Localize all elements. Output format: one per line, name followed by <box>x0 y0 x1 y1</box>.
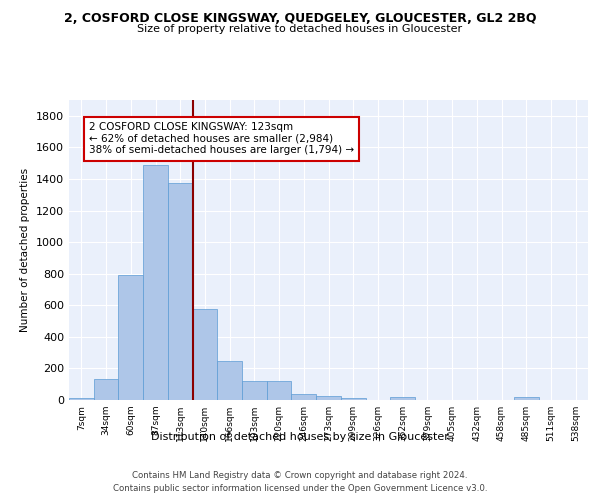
Bar <box>316 396 341 400</box>
Bar <box>168 183 193 400</box>
Text: 2 COSFORD CLOSE KINGSWAY: 123sqm
← 62% of detached houses are smaller (2,984)
38: 2 COSFORD CLOSE KINGSWAY: 123sqm ← 62% o… <box>89 122 354 156</box>
Bar <box>94 378 118 400</box>
Bar <box>217 362 242 400</box>
Text: Distribution of detached houses by size in Gloucester: Distribution of detached houses by size … <box>151 432 449 442</box>
Bar <box>514 397 539 400</box>
Bar <box>267 381 292 400</box>
Bar <box>242 381 267 400</box>
Text: Size of property relative to detached houses in Gloucester: Size of property relative to detached ho… <box>137 24 463 34</box>
Text: 2, COSFORD CLOSE KINGSWAY, QUEDGELEY, GLOUCESTER, GL2 2BQ: 2, COSFORD CLOSE KINGSWAY, QUEDGELEY, GL… <box>64 12 536 26</box>
Y-axis label: Number of detached properties: Number of detached properties <box>20 168 31 332</box>
Bar <box>341 398 365 400</box>
Bar <box>390 397 415 400</box>
Bar <box>193 309 217 400</box>
Bar <box>69 398 94 400</box>
Bar <box>143 164 168 400</box>
Bar <box>118 276 143 400</box>
Text: Contains public sector information licensed under the Open Government Licence v3: Contains public sector information licen… <box>113 484 487 493</box>
Bar <box>292 394 316 400</box>
Text: Contains HM Land Registry data © Crown copyright and database right 2024.: Contains HM Land Registry data © Crown c… <box>132 471 468 480</box>
